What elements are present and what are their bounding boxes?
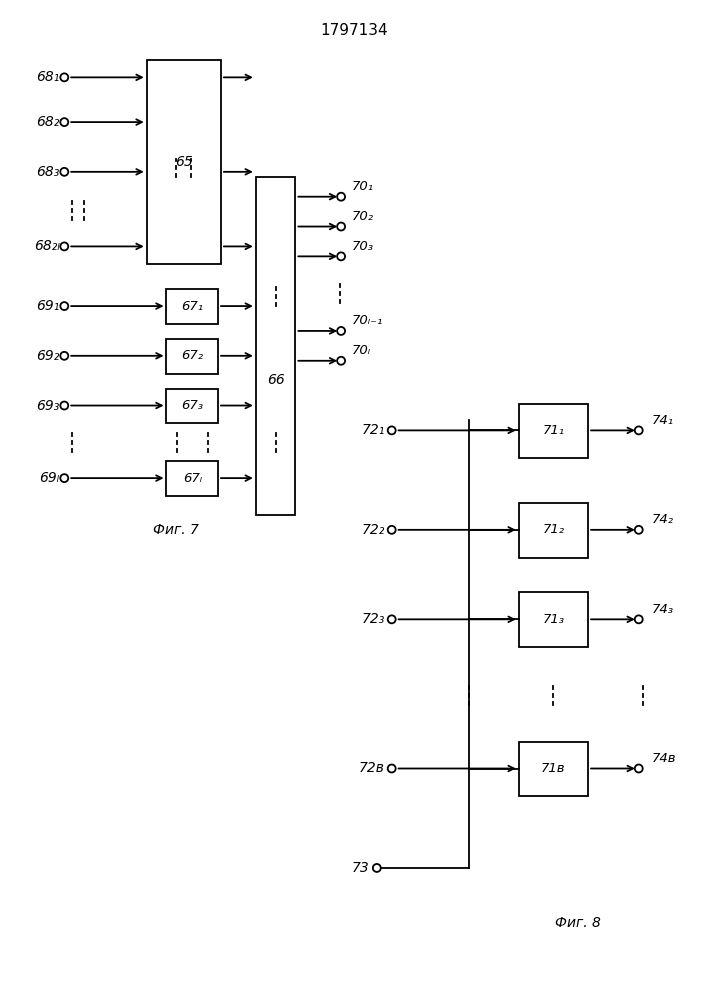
Text: 67₃: 67₃ [181, 399, 204, 412]
Text: 67₁: 67₁ [181, 300, 204, 313]
Text: 74₂: 74₂ [652, 513, 674, 526]
Text: 70₃: 70₃ [352, 240, 374, 253]
Text: 66: 66 [267, 373, 284, 387]
Text: 73: 73 [352, 861, 370, 875]
Bar [519, 742, 588, 796]
Text: 71₁: 71₁ [542, 424, 564, 437]
Bar [166, 339, 218, 374]
Bar [519, 503, 588, 558]
Bar [519, 592, 588, 647]
Text: 68₃: 68₃ [36, 165, 59, 179]
Text: 70₂: 70₂ [352, 210, 374, 223]
Text: 71₂: 71₂ [542, 523, 564, 536]
Text: 74в: 74в [652, 752, 676, 765]
Text: 70ₗ: 70ₗ [352, 344, 371, 357]
Text: 68₂: 68₂ [36, 115, 59, 129]
Bar [166, 461, 218, 496]
Text: 67ₗ: 67ₗ [183, 472, 201, 485]
Text: 67₂: 67₂ [181, 349, 204, 362]
Text: 69ₗ: 69ₗ [40, 471, 59, 485]
Text: 74₁: 74₁ [652, 414, 674, 427]
Text: 65: 65 [175, 155, 193, 169]
Bar [519, 404, 588, 458]
Text: 70ₗ₋₁: 70ₗ₋₁ [352, 314, 383, 328]
Text: 68₂ₗ: 68₂ₗ [34, 239, 59, 253]
Text: 72₃: 72₃ [361, 612, 385, 626]
Text: 72₁: 72₁ [361, 423, 385, 437]
Text: 72в: 72в [359, 762, 385, 776]
Text: 68₁: 68₁ [36, 70, 59, 84]
Text: 69₂: 69₂ [36, 349, 59, 363]
Text: Фиг. 8: Фиг. 8 [555, 916, 601, 930]
Text: 74₃: 74₃ [652, 603, 674, 616]
Bar [166, 289, 218, 324]
Text: 72₂: 72₂ [361, 523, 385, 537]
Bar [146, 60, 221, 264]
Text: 1797134: 1797134 [320, 23, 388, 38]
Text: 69₃: 69₃ [36, 399, 59, 413]
Bar [166, 389, 218, 423]
Text: 71₃: 71₃ [542, 613, 564, 626]
Text: 69₁: 69₁ [36, 299, 59, 313]
Text: 71в: 71в [541, 762, 566, 775]
Bar [256, 177, 296, 515]
Text: Фиг. 7: Фиг. 7 [153, 523, 199, 537]
Text: 70₁: 70₁ [352, 180, 374, 193]
